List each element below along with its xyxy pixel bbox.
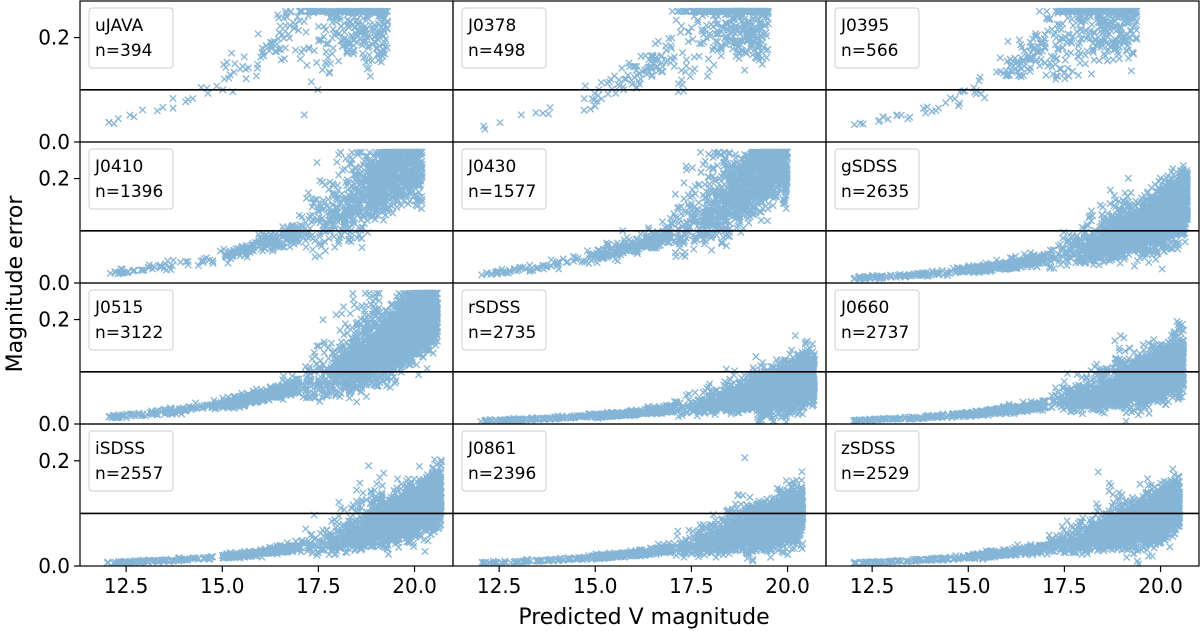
legend-rSDSS: rSDSS n=2735: [461, 289, 547, 351]
x-tick-label: 15.0: [946, 574, 991, 598]
legend-count-label: n=498: [468, 41, 525, 61]
scatter-markers-J0515: [105, 289, 442, 422]
panels-layer: uJAVA n=394 J0378 n=498 J0395 n=566 J0410 n=139…: [79, 0, 1200, 567]
x-tick-label: 12.5: [104, 574, 149, 598]
axes-layer: 0.0 0.2 0.0 0.2 0.0 0.2 0.0 0.2 12.5 15.0 17.5 20.0…: [38, 26, 1183, 598]
panel-J0861: J0861 n=2396: [452, 423, 827, 567]
legend-count-label: n=2635: [841, 182, 909, 202]
legend-filter-label: J0861: [467, 439, 516, 459]
scatter-series-J0515: [105, 289, 442, 422]
scatter-series-J0430: [478, 148, 792, 279]
legend-J0410: J0410 n=1396: [88, 148, 174, 210]
legend-filter-label: J0410: [94, 157, 143, 177]
scatter-markers-rSDSS: [477, 331, 819, 424]
legend-filter-label: zSDSS: [841, 439, 895, 459]
legend-count-label: n=3122: [95, 323, 163, 343]
scatter-series-J0861: [478, 454, 807, 566]
x-tick-label: 20.0: [765, 574, 810, 598]
y-axis-title: Magnitude error: [3, 195, 28, 373]
legend-count-label: n=2529: [841, 464, 909, 484]
legend-filter-label: uJAVA: [95, 16, 144, 36]
panel-J0410: J0410 n=1396: [79, 141, 454, 284]
legend-count-label: n=2737: [841, 323, 909, 343]
legend-count-label: n=566: [841, 41, 898, 61]
x-tick-label: 17.5: [1042, 574, 1087, 598]
x-tick-label: 17.5: [296, 574, 341, 598]
legend-filter-label: gSDSS: [841, 157, 897, 177]
scatter-markers-J0395: [850, 7, 1141, 129]
scatter-markers-zSDSS: [850, 465, 1184, 566]
scatter-series-J0410: [106, 148, 426, 278]
panel-uJAVA: uJAVA n=394: [79, 0, 454, 143]
y-tick-label: 0.2: [38, 449, 70, 473]
legend-filter-label: J0515: [94, 298, 143, 318]
scatter-markers-J0410: [106, 148, 426, 278]
y-tick-label: 0.0: [38, 554, 70, 578]
panel-J0378: J0378 n=498: [452, 0, 827, 143]
scatter-series-J0660: [850, 317, 1188, 424]
legend-J0395: J0395 n=566: [834, 7, 920, 69]
legend-uJAVA: uJAVA n=394: [88, 7, 174, 69]
legend-count-label: n=2557: [95, 464, 163, 484]
panel-gSDSS: gSDSS n=2635: [825, 141, 1200, 284]
legend-count-label: n=1577: [468, 182, 536, 202]
x-tick-label: 12.5: [477, 574, 522, 598]
legend-filter-label: iSDSS: [95, 439, 145, 459]
scatter-markers-J0430: [478, 148, 792, 279]
x-tick-label: 12.5: [850, 574, 895, 598]
panel-J0430: J0430 n=1577: [452, 141, 827, 284]
scatter-markers-uJAVA: [105, 7, 392, 128]
x-tick-label: 15.0: [200, 574, 245, 598]
legend-J0861: J0861 n=2396: [461, 430, 547, 492]
panel-rSDSS: rSDSS n=2735: [452, 282, 827, 425]
panel-J0395: J0395 n=566: [825, 0, 1200, 143]
scatter-series-uJAVA: [105, 7, 392, 128]
scatter-markers-J0660: [850, 317, 1188, 424]
scatter-markers-iSDSS: [103, 455, 446, 566]
scatter-series-J0378: [480, 7, 772, 133]
x-tick-label: 20.0: [1138, 574, 1183, 598]
y-tick-label: 0.2: [38, 167, 70, 191]
y-tick-label: 0.0: [38, 130, 70, 154]
panel-J0515: J0515 n=3122: [79, 282, 454, 425]
legend-filter-label: J0660: [840, 298, 889, 318]
legend-J0430: J0430 n=1577: [461, 148, 547, 210]
legend-filter-label: rSDSS: [468, 298, 520, 318]
scatter-series-iSDSS: [103, 455, 446, 566]
scatter-markers-J0861: [478, 454, 807, 566]
panel-frame-zSDSS: [825, 423, 1200, 567]
legend-count-label: n=1396: [95, 182, 163, 202]
legend-count-label: n=2396: [468, 464, 536, 484]
y-tick-label: 0.2: [38, 26, 70, 50]
legend-count-label: n=2735: [468, 323, 536, 343]
legend-count-label: n=394: [95, 41, 152, 61]
scatter-series-rSDSS: [477, 331, 819, 424]
panel-J0660: J0660 n=2737: [825, 282, 1200, 425]
legend-filter-label: J0430: [467, 157, 516, 177]
scatter-series-zSDSS: [850, 465, 1184, 566]
legend-gSDSS: gSDSS n=2635: [834, 148, 920, 210]
panel-zSDSS: zSDSS n=2529: [825, 423, 1200, 567]
legend-J0378: J0378 n=498: [461, 7, 547, 69]
legend-J0660: J0660 n=2737: [834, 289, 920, 351]
x-tick-label: 17.5: [669, 574, 714, 598]
panel-iSDSS: iSDSS n=2557: [79, 423, 454, 567]
x-tick-label: 20.0: [392, 574, 437, 598]
scatter-series-J0395: [850, 7, 1141, 129]
y-tick-label: 0.0: [38, 271, 70, 295]
legend-filter-label: J0378: [467, 16, 516, 36]
legend-zSDSS: zSDSS n=2529: [834, 430, 920, 492]
legend-iSDSS: iSDSS n=2557: [88, 430, 174, 492]
scatter-markers-J0378: [480, 7, 772, 133]
x-axis-title: Predicted V magnitude: [518, 605, 769, 630]
legend-filter-label: J0395: [840, 16, 889, 36]
y-tick-label: 0.0: [38, 412, 70, 436]
x-tick-label: 15.0: [573, 574, 618, 598]
legend-J0515: J0515 n=3122: [88, 289, 174, 351]
y-tick-label: 0.2: [38, 308, 70, 332]
